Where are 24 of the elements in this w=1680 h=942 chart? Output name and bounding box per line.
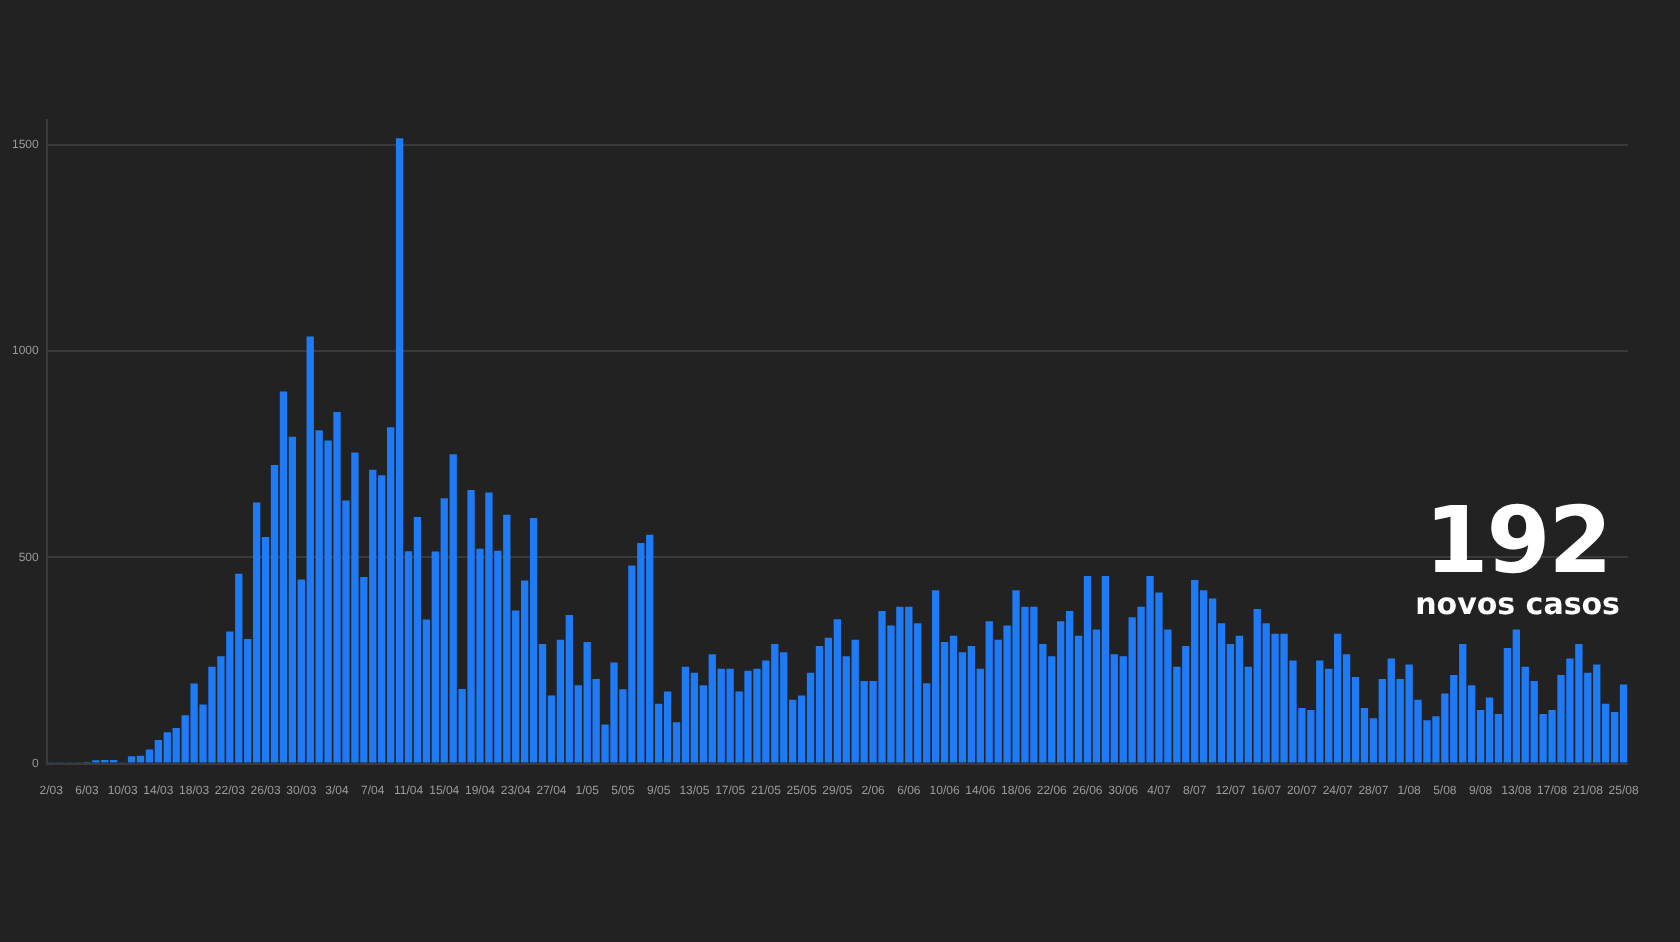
bar <box>931 590 940 763</box>
bar <box>1235 635 1244 763</box>
bar <box>690 672 699 763</box>
bar <box>1101 575 1110 763</box>
bar <box>127 756 136 763</box>
bar <box>833 619 842 763</box>
bar <box>136 755 145 763</box>
bar <box>967 646 976 763</box>
bar <box>663 691 672 763</box>
bar <box>1065 610 1074 763</box>
bar <box>252 502 261 763</box>
bar <box>154 740 163 763</box>
bar <box>413 516 422 763</box>
bar <box>395 138 404 763</box>
bar <box>529 518 538 763</box>
bar <box>1485 697 1494 763</box>
bar <box>279 391 288 763</box>
bar <box>815 646 824 763</box>
bar <box>1619 684 1628 763</box>
bar <box>1208 598 1217 763</box>
bar <box>1083 575 1092 763</box>
bar <box>681 666 690 763</box>
bar <box>1333 633 1342 763</box>
bar <box>949 635 958 763</box>
